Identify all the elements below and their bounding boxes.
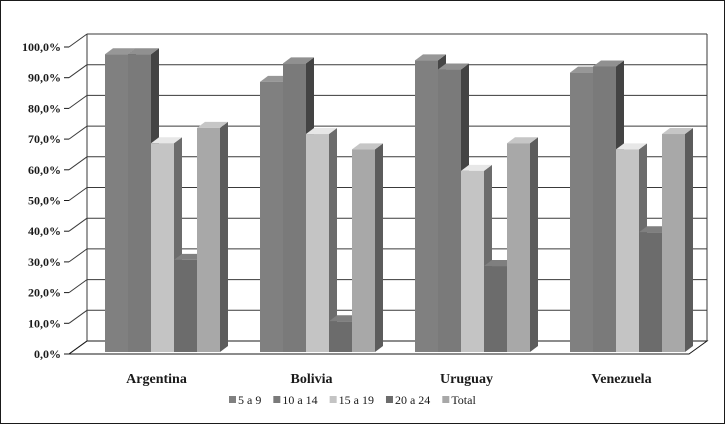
bar-top (415, 54, 446, 61)
gridline-side (68, 125, 88, 140)
bar-side (329, 128, 337, 352)
bar-top (616, 143, 647, 150)
x-category-label: Uruguay (440, 372, 493, 387)
bar (662, 128, 693, 352)
y-tick-label: 90,0% (28, 71, 61, 85)
gridline-side (68, 64, 88, 79)
y-tick-label: 0,0% (34, 347, 61, 361)
legend-swatch (273, 396, 281, 403)
gridline-side (68, 187, 88, 201)
bar-front (128, 54, 151, 353)
y-tick-label: 50,0% (28, 194, 61, 208)
legend-label: Total (451, 393, 476, 407)
bar-top (128, 48, 159, 55)
bar (306, 128, 337, 352)
bar-top (151, 137, 182, 144)
legend-layer: 5 a 9 10 a 14 15 a 19 20 a 24 Total (229, 393, 476, 407)
legend-label: 20 a 24 (395, 393, 430, 407)
gridline-side (68, 248, 88, 263)
gridline-side (68, 279, 88, 294)
bar-front (151, 143, 174, 352)
bar-top (283, 57, 314, 64)
y-tick-label: 70,0% (28, 132, 61, 146)
bar-side (375, 143, 383, 352)
bar (507, 137, 538, 352)
bar-front (616, 149, 639, 352)
bar-front (438, 69, 461, 352)
legend-label: 15 a 19 (339, 393, 374, 407)
bars-layer (105, 48, 693, 353)
bar-front (461, 170, 484, 352)
x-category-label: Argentina (126, 372, 187, 387)
bar-side (530, 137, 538, 352)
bar-top (507, 137, 538, 144)
y-tick-label: 80,0% (28, 101, 61, 115)
gridline-side (68, 309, 88, 324)
y-tick-label: 100,0% (22, 40, 61, 54)
axis-layer: 0,0% 10,0% 20,0% 30,0% 40,0% 50,0% 60,0% 70,0% 8… (22, 40, 652, 387)
bar-side (685, 128, 693, 352)
bar (197, 121, 228, 352)
x-category-label: Bolivia (290, 372, 332, 387)
bar-front (352, 149, 375, 352)
gridline-side (68, 217, 88, 232)
bar-top (352, 143, 383, 150)
y-tick-label: 20,0% (28, 286, 61, 300)
bar-top (662, 128, 693, 135)
y-tick-label: 60,0% (28, 163, 61, 177)
bar-front (484, 266, 507, 352)
gridline-side (68, 33, 88, 48)
bar-front (283, 63, 306, 353)
legend-item: 10 a 14 (273, 393, 318, 407)
legend-item: 15 a 19 (329, 393, 374, 407)
bar-front (260, 81, 283, 352)
y-tick-label: 10,0% (28, 316, 61, 330)
bar-front (593, 66, 616, 353)
bar-front (415, 60, 438, 352)
bar-front (174, 259, 197, 352)
bar-front (105, 54, 128, 353)
legend-swatch (229, 396, 236, 403)
legend-swatch (385, 396, 393, 403)
bar-top (105, 48, 136, 55)
bar-front (507, 143, 530, 352)
chart-floor (67, 340, 709, 355)
legend-label: 5 a 9 (238, 393, 261, 407)
legend-item: 20 a 24 (385, 393, 430, 407)
bar-top (438, 63, 469, 70)
bar-front (329, 321, 352, 352)
bar-top (197, 121, 228, 128)
bar (352, 143, 383, 352)
bar-front (662, 134, 685, 352)
legend-item: 5 a 9 (229, 393, 261, 407)
bar-front (197, 127, 220, 352)
legend-label: 10 a 14 (282, 393, 317, 407)
bar-front (570, 72, 593, 352)
bar-top (461, 164, 492, 171)
gridline-side (68, 94, 88, 109)
bar-front (306, 134, 329, 352)
bar-side (220, 121, 228, 352)
y-tick-label: 40,0% (28, 224, 61, 238)
legend-item: Total (442, 393, 476, 407)
gridline-side (68, 156, 88, 171)
bar-front (639, 232, 662, 352)
bar-top (593, 60, 624, 67)
legend-swatch (329, 396, 337, 403)
y-tick-label: 30,0% (28, 255, 61, 269)
bar-top (306, 128, 337, 135)
x-category-label: Venezuela (591, 372, 651, 387)
legend-swatch (442, 396, 450, 403)
